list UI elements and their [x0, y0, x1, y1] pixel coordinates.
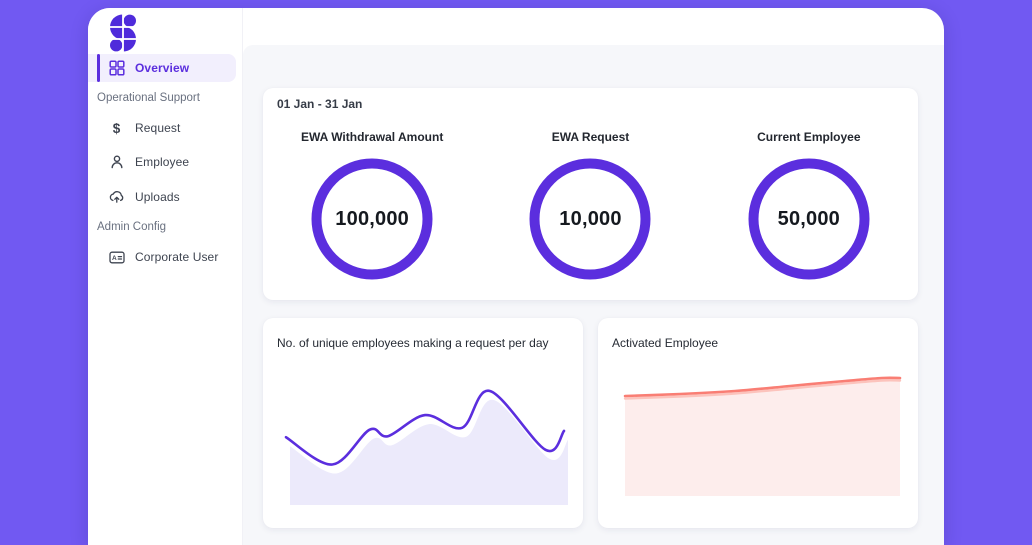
stats-row: EWA Withdrawal Amount 100,000 EWA Reques…	[263, 130, 918, 280]
date-range-label[interactable]: 01 Jan - 31 Jan	[277, 97, 363, 111]
brand-s-logo	[108, 14, 138, 52]
stat-current-employee: Current Employee 50,000	[700, 130, 918, 280]
activated-employee-chart-card: Activated Employee	[598, 318, 918, 528]
stat-value: 100,000	[335, 207, 409, 230]
ring-circle-icon	[748, 158, 870, 280]
sidebar-section-admin-config: Admin Config	[97, 221, 167, 233]
sidebar: Overview Operational Support $ Request E…	[88, 8, 243, 545]
app-window: Overview Operational Support $ Request E…	[88, 8, 944, 545]
stat-value: 10,000	[559, 207, 622, 230]
overview-stats-card: 01 Jan - 31 Jan EWA Withdrawal Amount 10…	[263, 88, 918, 300]
stat-ring: 100,000	[311, 158, 433, 280]
stat-title: Current Employee	[757, 130, 861, 144]
sidebar-section-operational-support: Operational Support	[97, 92, 200, 104]
sidebar-item-uploads[interactable]: Uploads	[88, 181, 242, 213]
id-card-icon: A	[108, 249, 125, 266]
unique-employees-area-chart	[284, 389, 568, 505]
ring-circle-icon	[529, 158, 651, 280]
sidebar-item-label: Request	[135, 121, 181, 135]
svg-text:A: A	[111, 255, 116, 262]
stat-ewa-request: EWA Request 10,000	[481, 130, 699, 280]
chart-title: No. of unique employees making a request…	[277, 336, 549, 350]
ring-circle-icon	[311, 158, 433, 280]
sidebar-item-employee[interactable]: Employee	[88, 146, 242, 178]
sidebar-item-label: Overview	[135, 61, 190, 75]
sidebar-item-request[interactable]: $ Request	[88, 112, 242, 144]
sidebar-item-label: Uploads	[135, 190, 180, 204]
cloud-upload-icon	[108, 189, 125, 206]
sidebar-item-overview[interactable]: Overview	[88, 54, 236, 82]
stat-ring: 10,000	[529, 158, 651, 280]
active-indicator	[97, 54, 100, 82]
stat-title: EWA Withdrawal Amount	[300, 130, 444, 144]
stat-ring: 50,000	[748, 158, 870, 280]
stat-ewa-withdrawal: EWA Withdrawal Amount 100,000	[263, 130, 481, 280]
stat-value: 50,000	[777, 207, 840, 230]
dashboard-grid-icon	[108, 60, 125, 77]
stat-title: EWA Request	[551, 130, 630, 144]
chart-title: Activated Employee	[612, 336, 719, 350]
dollar-icon: $	[112, 120, 121, 136]
sidebar-item-corporate-user[interactable]: A Corporate User	[88, 241, 242, 273]
sidebar-item-label: Corporate User	[135, 250, 219, 264]
person-icon	[108, 154, 125, 171]
sidebar-item-label: Employee	[135, 155, 190, 169]
unique-employees-chart-card: No. of unique employees making a request…	[263, 318, 583, 528]
main-content: 01 Jan - 31 Jan EWA Withdrawal Amount 10…	[243, 45, 944, 545]
activated-employee-area-chart	[623, 376, 902, 496]
